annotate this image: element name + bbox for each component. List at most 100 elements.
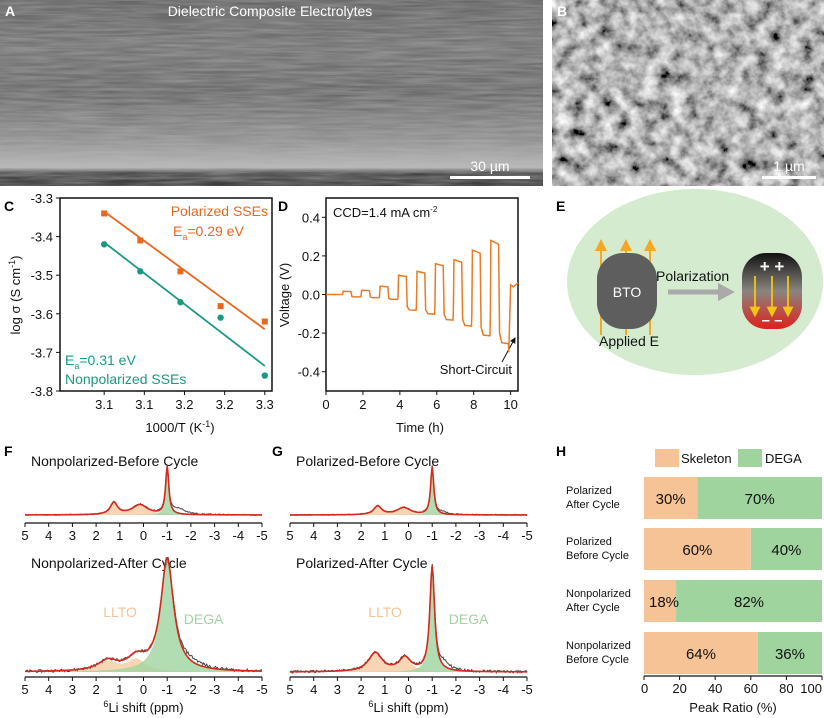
panel-label-b: B [557, 3, 567, 19]
llto-label: LLTO [368, 604, 402, 620]
positive-charges: + + [760, 257, 785, 276]
bar-skeleton [644, 632, 758, 674]
x-tick-label: 3 [69, 682, 76, 697]
x-axis-label-text: Li shift (ppm) [373, 700, 448, 715]
x-tick-label: 5 [286, 682, 293, 697]
polarization-arrowhead [718, 283, 735, 301]
bar-skeleton [644, 477, 698, 519]
y-tick-label: -3.5 [31, 268, 53, 283]
category-label: Polarized [566, 485, 612, 497]
category-label: Before Cycle [566, 654, 629, 666]
x-tick-label: -2 [450, 682, 462, 697]
experimental-spectrum [289, 563, 528, 674]
experimental-spectrum [24, 557, 263, 674]
data-point-nonpolarized [100, 241, 108, 248]
x-tick-label: 80 [779, 681, 793, 696]
x-tick-label: -3 [474, 682, 486, 697]
x-tick-label: 60 [744, 681, 758, 696]
x-tick-label: -4 [498, 682, 510, 697]
x-tick-label: -4 [233, 528, 245, 543]
plot-frame [59, 197, 273, 392]
x-tick-label: 3.3 [256, 397, 274, 412]
x-tick-label: -1 [426, 682, 438, 697]
x-axis-label: Peak Ratio (%) [689, 700, 776, 715]
panel-label-c: C [4, 198, 14, 214]
bar-dega [750, 528, 822, 570]
x-tick-label: -5 [256, 528, 268, 543]
x-tick-label: 4 [396, 397, 403, 412]
fitted-spectrum [289, 565, 528, 673]
x-tick-label: -5 [521, 682, 533, 697]
x-tick-label: -3 [474, 528, 486, 543]
x-tick-label: 40 [708, 681, 722, 696]
x-tick-label: -1 [161, 682, 173, 697]
dega-component-fill [25, 560, 262, 672]
x-axis-label-sup: 6 [103, 699, 108, 709]
spectrum-title: Polarized-Before Cycle [296, 453, 439, 469]
x-tick-label: 1 [381, 682, 388, 697]
x-tick-label: 3 [334, 682, 341, 697]
x-tick-label: 4 [310, 682, 317, 697]
scale-bar-a [450, 176, 530, 179]
x-tick-label: -1 [426, 528, 438, 543]
x-axis-label: 6Li shift (ppm) [368, 699, 448, 715]
bto-label: BTO [613, 284, 642, 300]
x-tick-label: 2 [359, 397, 366, 412]
x-tick-label: -4 [498, 528, 510, 543]
negative-charges: – – [762, 312, 783, 329]
scale-bar-a-label: 30 µm [470, 158, 509, 174]
x-tick-label: 2 [92, 682, 99, 697]
bar-skeleton [644, 528, 751, 570]
x-tick-label: 2 [357, 528, 364, 543]
x-tick-label: 2 [92, 528, 99, 543]
x-tick-label: 4 [45, 682, 52, 697]
data-point-polarized [101, 210, 108, 217]
x-tick-label: 0 [405, 528, 412, 543]
x-tick-label: -1 [161, 528, 173, 543]
bar-label-dega: 40% [771, 542, 801, 559]
x-tick-label: 100 [800, 681, 822, 696]
panel-label-e: E [556, 198, 565, 214]
x-axis-label-text: Li shift (ppm) [108, 700, 183, 715]
nmr-spectrum: Polarized-After Cycle 5 4 3 2 1 0 -1 -2 -3 -4 -5 LLT… [286, 555, 532, 715]
x-tick-label: 5 [21, 682, 28, 697]
spectrum-title: Polarized-After Cycle [296, 555, 428, 571]
panel-a-title: Dielectric Composite Electrolytes [168, 3, 373, 19]
x-tick-label: 4 [310, 528, 317, 543]
data-point-polarized [177, 268, 184, 275]
x-tick-label: 3.1 [135, 397, 153, 412]
fitted-spectrum [24, 465, 263, 516]
panel-c-arrhenius-plot: C log σ (S cm-1) 1000/T (K-1) Polarized … [4, 191, 274, 435]
x-tick-label: -2 [450, 528, 462, 543]
x-tick-label: 5 [21, 528, 28, 543]
panel-b-sem-image: B 1 µm [552, 0, 824, 186]
dega-component-fill [290, 567, 527, 672]
x-tick-label: 5 [286, 528, 293, 543]
bar-skeleton [644, 580, 677, 622]
legend-nonpolarized: Nonpolarized SSEs [65, 371, 186, 387]
skeleton-component-fill [290, 652, 527, 672]
skeleton-component-fill [25, 501, 262, 515]
x-tick-label: 1 [381, 528, 388, 543]
y-tick-label: -0.2 [298, 326, 320, 341]
x-tick-label: -5 [256, 682, 268, 697]
x-tick-label: 3 [69, 528, 76, 543]
category-label: After Cycle [566, 602, 620, 614]
spectrum-title: Nonpolarized-Before Cycle [31, 453, 199, 469]
category-label: Nonpolarized [566, 640, 631, 652]
experimental-spectrum [289, 465, 528, 517]
x-tick-label: 0 [641, 681, 648, 696]
y-tick-label: 0.2 [302, 249, 320, 264]
short-circuit-label: Short-Circuit [440, 362, 513, 377]
bar-dega [757, 632, 822, 674]
x-tick-label: 4 [45, 528, 52, 543]
applied-field-label: Applied E [599, 333, 659, 349]
panel-e-schematic: E BTO Applied E Polarization + + – – [556, 189, 823, 375]
panel-a-sem-image: A Dielectric Composite Electrolytes 30 µ… [0, 0, 543, 186]
bar-label-dega: 82% [734, 594, 764, 611]
y-tick-label: 0.0 [302, 288, 320, 303]
x-tick-label: 20 [672, 681, 686, 696]
x-tick-label: -5 [521, 528, 533, 543]
